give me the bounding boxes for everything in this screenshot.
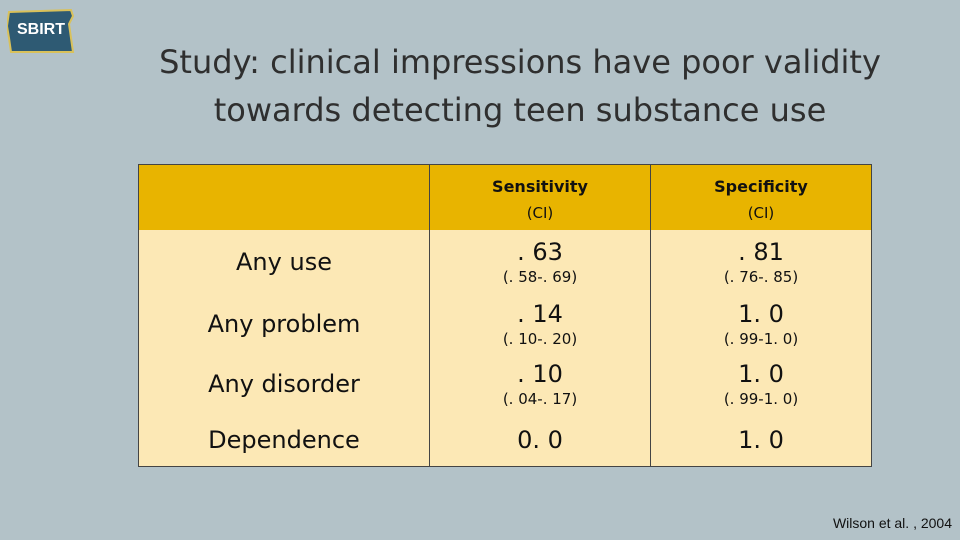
table-header-row: Sensitivity (CI) Specificity (CI) bbox=[138, 164, 872, 230]
sensitivity-value: . 10 bbox=[517, 360, 563, 388]
specificity-cell: . 81 (. 76-. 85) bbox=[650, 230, 872, 294]
sensitivity-value: 0. 0 bbox=[517, 425, 563, 454]
oregon-shape-icon bbox=[7, 8, 75, 53]
sensitivity-cell: . 63 (. 58-. 69) bbox=[429, 230, 651, 294]
citation: Wilson et al. , 2004 bbox=[832, 515, 952, 531]
header-sub: (CI) bbox=[747, 204, 775, 222]
sensitivity-ci: (. 04-. 17) bbox=[502, 390, 578, 408]
logo-text: SBIRT bbox=[17, 21, 65, 38]
title-line-2: towards detecting teen substance use bbox=[213, 91, 827, 129]
row-label: Dependence bbox=[138, 414, 430, 466]
table-row: Dependence 0. 0 1. 0 bbox=[138, 414, 872, 466]
sbirt-logo: SBIRT bbox=[7, 8, 77, 54]
sensitivity-cell: 0. 0 bbox=[429, 414, 651, 466]
row-label: Any disorder bbox=[138, 354, 430, 414]
sensitivity-cell: . 10 (. 04-. 17) bbox=[429, 354, 651, 414]
row-label: Any problem bbox=[138, 294, 430, 354]
specificity-cell: 1. 0 (. 99-1. 0) bbox=[650, 294, 872, 354]
header-sensitivity: Sensitivity (CI) bbox=[429, 164, 651, 230]
header-label: Sensitivity bbox=[492, 177, 588, 196]
specificity-value: . 81 bbox=[738, 238, 784, 266]
title-line-1: Study: clinical impressions have poor va… bbox=[159, 43, 881, 81]
specificity-ci: (. 76-. 85) bbox=[723, 268, 799, 286]
header-blank bbox=[138, 164, 430, 230]
slide-title: Study: clinical impressions have poor va… bbox=[130, 38, 910, 134]
specificity-cell: 1. 0 (. 99-1. 0) bbox=[650, 354, 872, 414]
sensitivity-value: . 63 bbox=[517, 238, 563, 266]
specificity-ci: (. 99-1. 0) bbox=[723, 390, 799, 408]
header-label: Specificity bbox=[714, 177, 808, 196]
row-label: Any use bbox=[138, 230, 430, 294]
header-specificity: Specificity (CI) bbox=[650, 164, 872, 230]
specificity-value: 1. 0 bbox=[738, 360, 784, 388]
table-row: Any disorder . 10 (. 04-. 17) 1. 0 (. 99… bbox=[138, 354, 872, 414]
specificity-cell: 1. 0 bbox=[650, 414, 872, 466]
specificity-ci: (. 99-1. 0) bbox=[723, 330, 799, 348]
sensitivity-ci: (. 10-. 20) bbox=[502, 330, 578, 348]
specificity-value: 1. 0 bbox=[738, 425, 784, 454]
header-sub: (CI) bbox=[526, 204, 554, 222]
table-row: Any use . 63 (. 58-. 69) . 81 (. 76-. 85… bbox=[138, 230, 872, 294]
sensitivity-cell: . 14 (. 10-. 20) bbox=[429, 294, 651, 354]
validity-table: Sensitivity (CI) Specificity (CI) Any us… bbox=[138, 164, 872, 467]
sensitivity-ci: (. 58-. 69) bbox=[502, 268, 578, 286]
specificity-value: 1. 0 bbox=[738, 300, 784, 328]
table-row: Any problem . 14 (. 10-. 20) 1. 0 (. 99-… bbox=[138, 294, 872, 354]
sensitivity-value: . 14 bbox=[517, 300, 563, 328]
